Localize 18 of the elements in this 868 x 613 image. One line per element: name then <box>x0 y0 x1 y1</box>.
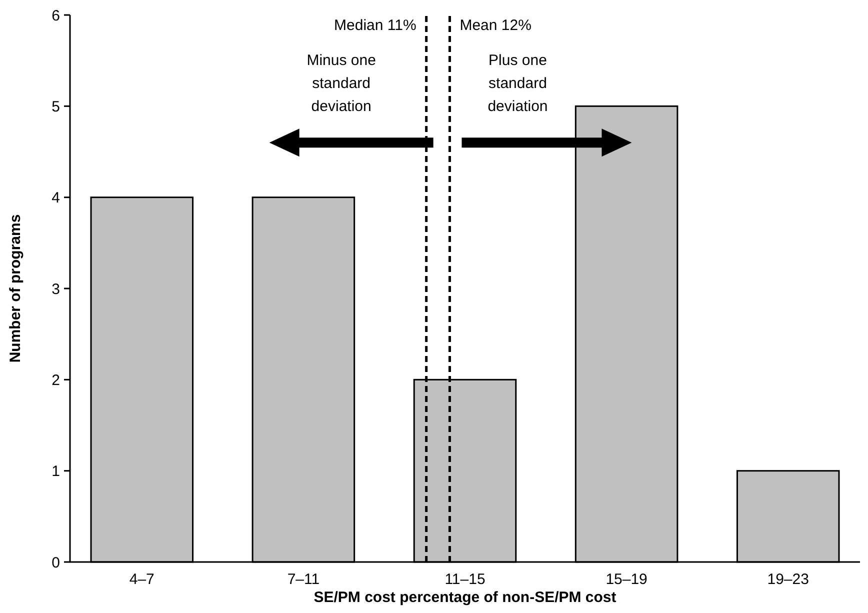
x-tick-label: 19–23 <box>767 571 809 588</box>
annotation: Minus one standard deviation <box>306 52 376 115</box>
y-axis-title: Number of programs <box>7 214 24 363</box>
y-tick-label: 4 <box>52 190 60 207</box>
y-tick-label: 0 <box>52 554 60 572</box>
ref-line-label: Mean 12% <box>460 17 532 34</box>
x-tick-label: 4–7 <box>129 571 154 588</box>
x-axis-title: SE/PM cost percentage of non-SE/PM cost <box>314 589 616 606</box>
y-tick-label: 3 <box>52 280 60 298</box>
y-tick-label: 5 <box>52 98 60 116</box>
x-tick-label: 11–15 <box>444 571 486 588</box>
ref-line-label: Median 11% <box>334 17 416 34</box>
x-tick-label: 7–11 <box>287 571 320 588</box>
y-tick-label: 1 <box>52 463 60 480</box>
x-tick-label: 15–19 <box>606 571 648 588</box>
y-tick-label: 6 <box>52 7 60 24</box>
annotation: Plus one standard deviation <box>488 52 548 115</box>
y-tick-label: 2 <box>52 372 60 389</box>
